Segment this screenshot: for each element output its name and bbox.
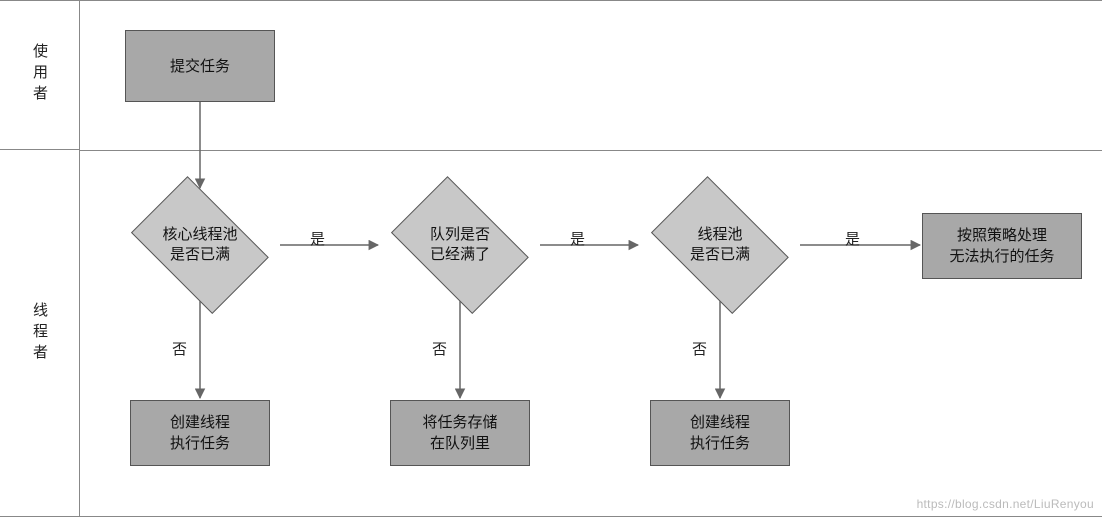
edge-label-no-1: 否 xyxy=(172,338,187,359)
outer-top-rule xyxy=(0,0,1102,1)
lane-divider xyxy=(80,150,1102,151)
node-create-thread-2-line1: 创建线程 xyxy=(690,412,750,433)
lane-user: 使用者 xyxy=(0,0,80,150)
node-core-pool-full: 核心线程池 是否已满 xyxy=(120,190,280,300)
edge-label-yes-1: 是 xyxy=(310,228,325,249)
node-create-thread-2-line2: 执行任务 xyxy=(690,433,750,454)
node-create-thread-2: 创建线程 执行任务 xyxy=(650,400,790,466)
node-create-thread-1-line1: 创建线程 xyxy=(170,412,230,433)
node-store-queue-line1: 将任务存储 xyxy=(422,412,497,433)
watermark: https://blog.csdn.net/LiuRenyou xyxy=(917,497,1094,511)
node-pool-full-line2: 是否已满 xyxy=(690,245,750,265)
node-submit-task-label: 提交任务 xyxy=(170,56,230,77)
edge-label-no-2: 否 xyxy=(432,338,447,359)
node-store-queue: 将任务存储 在队列里 xyxy=(390,400,530,466)
lane-thread-label: 线程者 xyxy=(29,302,50,365)
node-store-queue-line2: 在队列里 xyxy=(422,433,497,454)
node-core-pool-full-line2: 是否已满 xyxy=(162,245,237,265)
node-queue-full: 队列是否 已经满了 xyxy=(380,190,540,300)
edge-label-yes-3: 是 xyxy=(845,228,860,249)
node-reject-policy-line1: 按照策略处理 xyxy=(949,225,1054,246)
node-create-thread-1: 创建线程 执行任务 xyxy=(130,400,270,466)
node-reject-policy: 按照策略处理 无法执行的任务 xyxy=(922,213,1082,279)
node-create-thread-1-line2: 执行任务 xyxy=(170,433,230,454)
flowchart-canvas: 使用者 线程者 是 是 是 否 否 否 提交任务 xyxy=(0,0,1102,517)
lane-thread: 线程者 xyxy=(0,150,80,517)
edge-label-no-3: 否 xyxy=(692,338,707,359)
edge-label-yes-2: 是 xyxy=(570,228,585,249)
node-reject-policy-line2: 无法执行的任务 xyxy=(949,246,1054,267)
node-queue-full-line1: 队列是否 xyxy=(430,225,490,245)
node-pool-full: 线程池 是否已满 xyxy=(640,190,800,300)
lane-user-label: 使用者 xyxy=(29,43,50,106)
node-submit-task: 提交任务 xyxy=(125,30,275,102)
node-pool-full-line1: 线程池 xyxy=(690,225,750,245)
node-queue-full-line2: 已经满了 xyxy=(430,245,490,265)
node-core-pool-full-line1: 核心线程池 xyxy=(162,225,237,245)
